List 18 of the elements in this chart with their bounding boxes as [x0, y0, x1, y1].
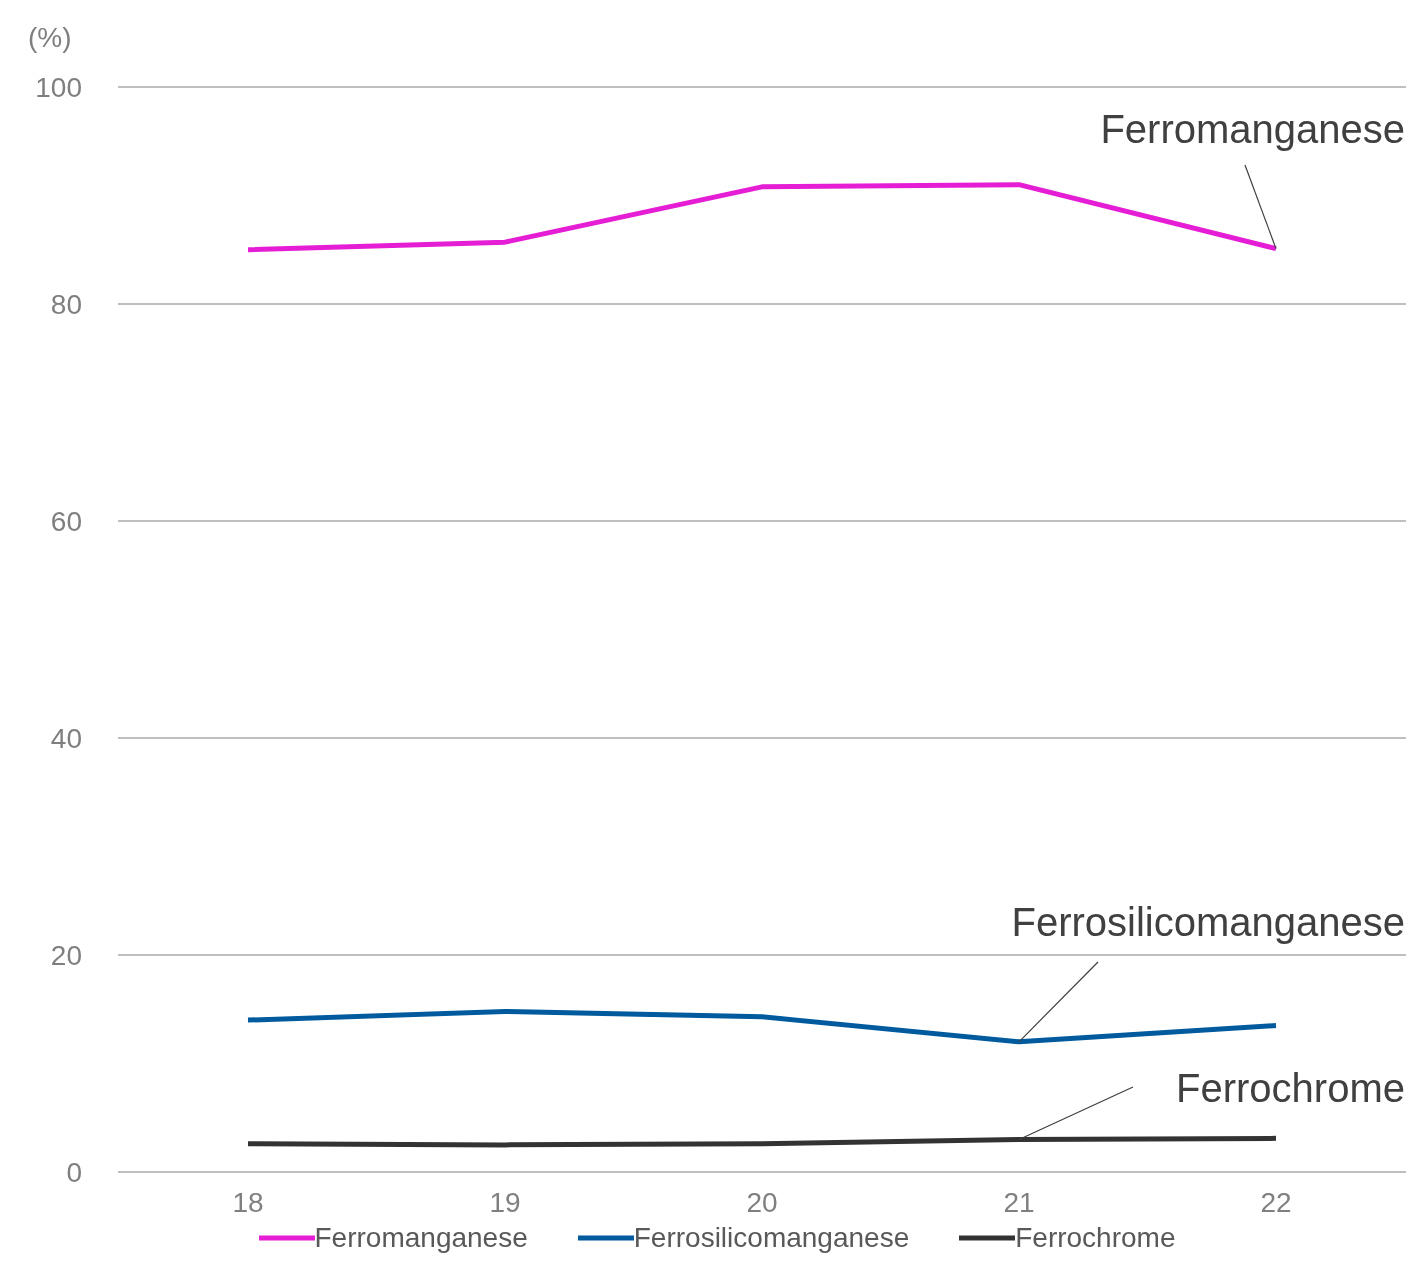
legend-label: Ferrosilicomanganese: [633, 1221, 910, 1255]
x-tick-label: 21: [1003, 1186, 1035, 1218]
annotation: Ferrosilicomanganese: [1011, 900, 1405, 944]
x-tick-label: 20: [746, 1186, 778, 1218]
y-tick-label: 20: [50, 939, 82, 971]
y-tick-label: 40: [50, 722, 82, 754]
y-axis-title: (%): [28, 22, 72, 54]
x-tick-label: 18: [232, 1186, 264, 1218]
y-tick-label: 80: [50, 288, 82, 320]
legend-label: Ferromanganese: [314, 1221, 528, 1255]
y-tick-label: 0: [66, 1156, 82, 1188]
y-tick-label: 60: [50, 505, 82, 537]
legend-label: Ferrochrome: [1015, 1221, 1176, 1255]
x-tick-label: 19: [489, 1186, 521, 1218]
annotation: Ferrochrome: [1176, 1066, 1405, 1110]
y-tick-label: 100: [35, 71, 82, 103]
x-tick-label: 22: [1260, 1186, 1292, 1218]
annotation: Ferromanganese: [1100, 107, 1405, 151]
